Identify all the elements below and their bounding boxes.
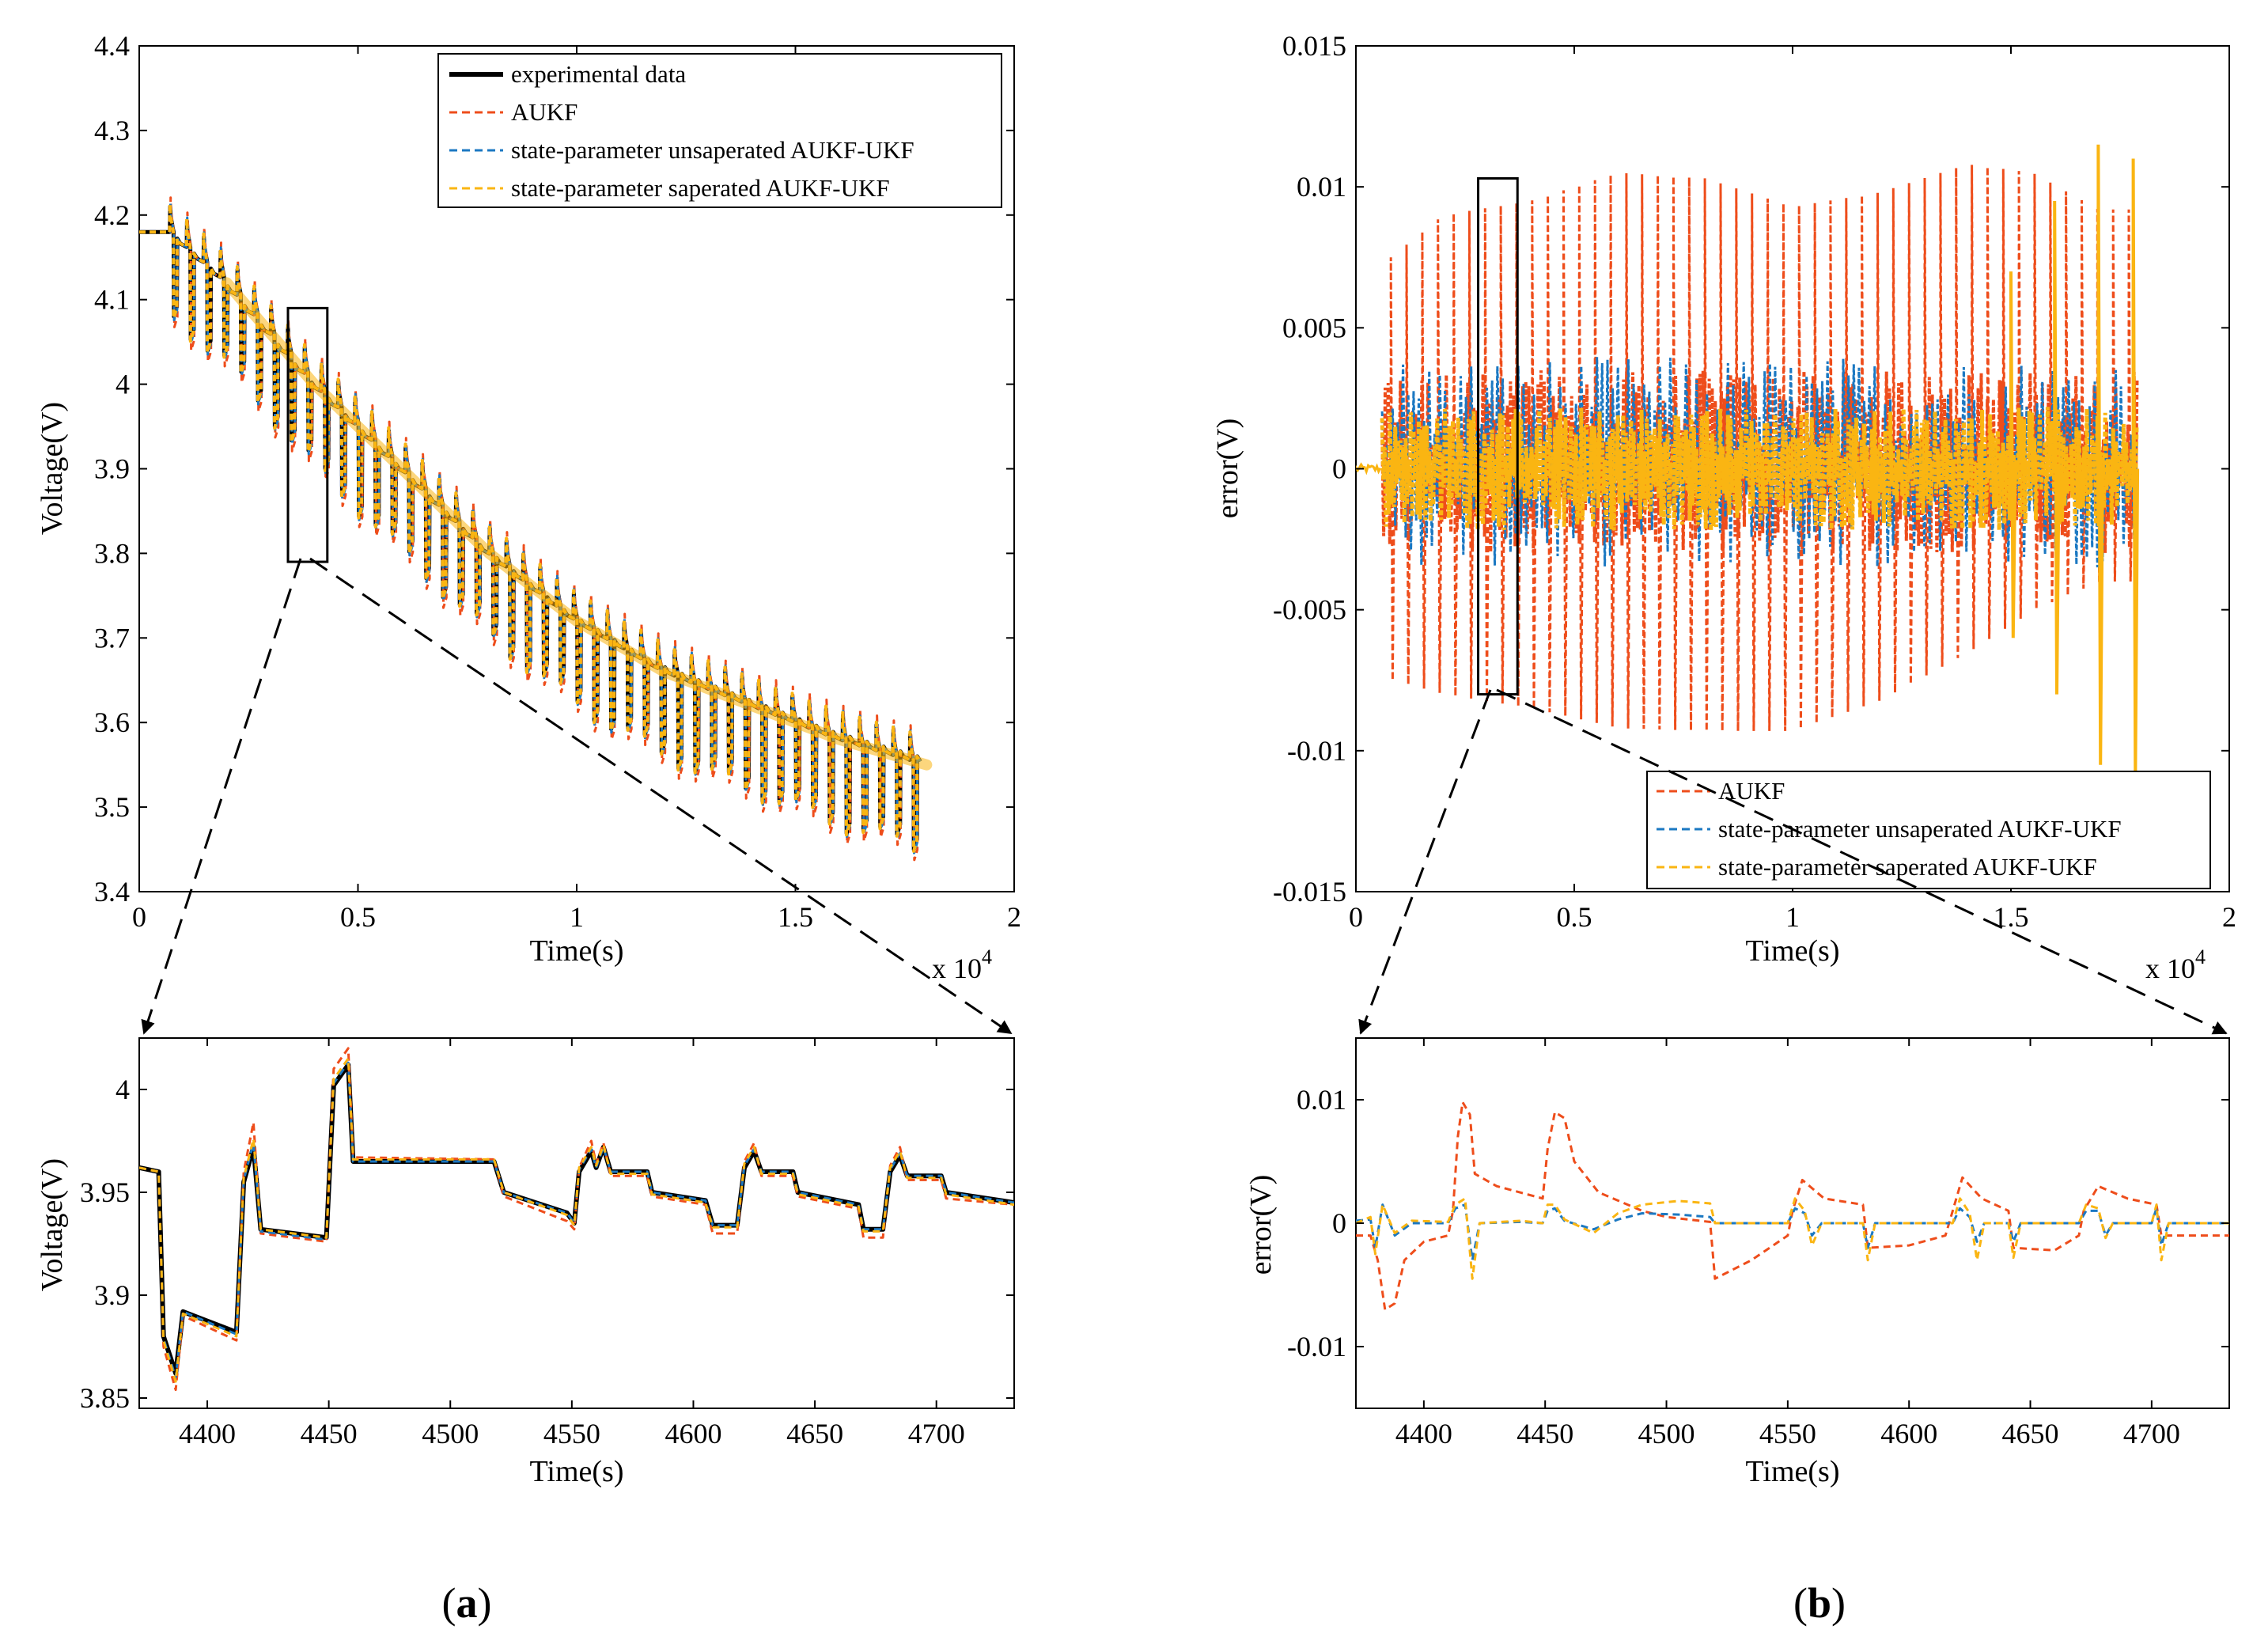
zoom-connector-a-right: [309, 557, 1013, 1035]
legend-label-aukf: AUKF: [1718, 777, 1785, 805]
plot-frame: [1355, 1037, 2230, 1409]
y-tick-label: 3.7: [94, 622, 130, 654]
separated-band: [221, 277, 933, 771]
x-multiplier: x 104: [2145, 945, 2206, 984]
zoom-connector-a-left: [141, 558, 302, 1035]
legend-label-separated: state-parameter saperated AUKF-UKF: [1718, 853, 2097, 881]
y-tick-label: -0.01: [1287, 1331, 1346, 1362]
x-tick-label: 1.5: [1994, 901, 2029, 933]
x-tick-label: 4500: [1638, 1418, 1695, 1449]
x-tick-label: 1.5: [778, 901, 813, 933]
x-tick-label: 0: [132, 901, 146, 933]
separated-line: [1356, 1197, 2229, 1280]
y-axis-label: error(V): [1244, 1175, 1278, 1275]
y-tick-label: 0.01: [1297, 171, 1346, 203]
x-axis-label: Time(s): [1746, 934, 1840, 968]
y-tick-label: 3.6: [94, 707, 130, 738]
unseparated-line: [1356, 1203, 2229, 1262]
y-tick-label: 3.4: [94, 876, 130, 907]
panel-a-zoom-plot: 4400 4450 4500 4550 4600 4650 4700 3.85 3.9 3.95 4…: [36, 1037, 1015, 1488]
x-tick-label: 4650: [2002, 1418, 2059, 1449]
x-tick-label: 2: [1007, 901, 1021, 933]
x-tick-label: 1: [1785, 901, 1800, 933]
legend-box: [437, 53, 1002, 208]
panel-label-b: (b): [1793, 1579, 1846, 1627]
x-tick-label: 4700: [908, 1418, 965, 1449]
y-axis-label: Voltage(V): [36, 402, 69, 535]
plot-frame: [138, 1037, 1015, 1409]
x-tick-label: 4650: [786, 1418, 843, 1449]
y-tick-label: 0: [1332, 1207, 1346, 1239]
y-tick-label: 3.95: [80, 1176, 130, 1208]
y-axis-label: error(V): [1211, 419, 1244, 519]
y-tick-label: 4.2: [94, 199, 130, 231]
legend-label-experimental: experimental data: [511, 60, 686, 88]
y-tick-label: 4.4: [94, 30, 130, 62]
panel-b-main-plot: 0 0.5 1 1.5 2 -0.015 -0.01 -0.005 0 0.005 0.01 0.01…: [1211, 30, 2236, 984]
y-tick-label: 0.005: [1282, 312, 1346, 343]
aukf-line: [1356, 1101, 2229, 1311]
x-multiplier: x 104: [932, 945, 992, 984]
x-tick-label: 4600: [665, 1418, 721, 1449]
y-tick-label: 3.85: [80, 1382, 130, 1414]
zoom-box: [286, 306, 329, 563]
y-tick-label: 3.5: [94, 791, 130, 823]
x-tick-label: 4600: [1880, 1418, 1937, 1449]
x-tick-label: 4500: [422, 1418, 479, 1449]
x-tick-label: 4550: [1759, 1418, 1816, 1449]
legend-label-separated: state-parameter saperated AUKF-UKF: [511, 174, 890, 202]
x-tick-label: 4400: [179, 1418, 236, 1449]
y-tick-label: 0: [1332, 453, 1346, 485]
y-tick-label: -0.005: [1273, 594, 1346, 626]
panel-a-main-plot: 0 0.5 1 1.5 2 3.4 3.5 3.6 3.7 3.8 3.9 4 4.1 4.2 4.3 4.4…: [36, 30, 1021, 984]
y-tick-label: 4: [115, 369, 130, 400]
legend: experimental data AUKF state-parameter u…: [437, 53, 1002, 208]
x-tick-label: 0: [1349, 901, 1363, 933]
zoom-connectors: [141, 557, 2228, 1035]
y-tick-label: 4.3: [94, 115, 130, 146]
aukf-line: [139, 1047, 1014, 1392]
zoom-connector-b-right: [1496, 688, 2228, 1035]
separated-late-spikes: [2009, 144, 2140, 779]
x-tick-label: 4450: [301, 1418, 358, 1449]
x-tick-label: 4700: [2123, 1418, 2180, 1449]
x-tick-label: 1: [570, 901, 584, 933]
y-tick-label: 0.01: [1297, 1084, 1346, 1116]
panel-b-zoom-plot: 4400 4450 4500 4550 4600 4650 4700 -0.01 0 0.01 T…: [1244, 1037, 2230, 1488]
x-tick-label: 4450: [1517, 1418, 1573, 1449]
y-tick-label: 4: [115, 1074, 130, 1105]
legend-box: [1646, 771, 2211, 889]
y-axis-label: Voltage(V): [36, 1158, 69, 1291]
x-axis-label: Time(s): [530, 1455, 624, 1488]
legend-label-unseparated: state-parameter unsaperated AUKF-UKF: [1718, 815, 2122, 843]
y-tick-label: 3.8: [94, 537, 130, 569]
legend: AUKF state-parameter unsaperated AUKF-UK…: [1646, 771, 2211, 889]
x-tick-label: 2: [2222, 901, 2236, 933]
zoom-box: [1477, 176, 1519, 696]
legend-label-aukf: AUKF: [511, 98, 577, 126]
y-tick-label: 3.9: [94, 1279, 130, 1311]
x-axis-label: Time(s): [530, 934, 624, 968]
panel-label-a: (a): [442, 1579, 492, 1627]
x-axis-label: Time(s): [1746, 1455, 1840, 1488]
x-tick-label: 0.5: [1557, 901, 1592, 933]
x-tick-label: 4400: [1395, 1418, 1452, 1449]
y-tick-label: 0.015: [1282, 30, 1346, 62]
y-tick-label: 3.9: [94, 453, 130, 485]
y-tick-label: -0.015: [1273, 876, 1346, 907]
y-tick-label: -0.01: [1287, 735, 1346, 767]
x-tick-label: 4550: [543, 1418, 600, 1449]
y-tick-label: 4.1: [94, 284, 130, 316]
x-tick-label: 0.5: [340, 901, 376, 933]
legend-label-unseparated: state-parameter unsaperated AUKF-UKF: [511, 136, 914, 164]
